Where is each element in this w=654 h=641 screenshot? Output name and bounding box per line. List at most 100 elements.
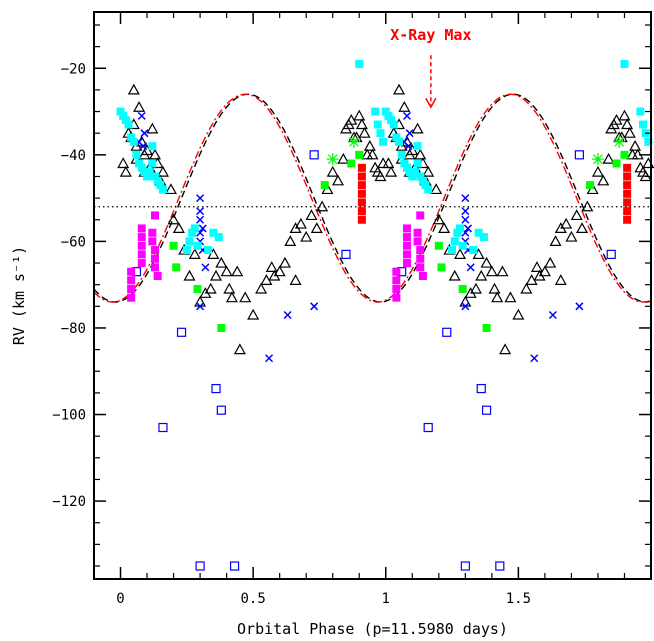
filled-square-point (448, 246, 457, 255)
triangle-point (188, 248, 201, 259)
filled-square-point (209, 228, 218, 237)
filled-square-point (124, 120, 133, 129)
filled-square-point (402, 233, 411, 242)
filled-square-point (397, 150, 406, 159)
cross-point (140, 129, 149, 138)
triangle-point (183, 269, 196, 281)
triangle-point (520, 282, 533, 294)
triangle-point (273, 265, 286, 277)
filled-square-point (148, 237, 157, 246)
triangle-point (491, 291, 504, 303)
filled-square-point (474, 228, 483, 237)
filled-square-point (421, 181, 430, 190)
filled-square-point (140, 168, 149, 177)
filled-square-point (636, 107, 645, 116)
triangle-point (602, 152, 615, 164)
triangle-point (358, 126, 371, 138)
filled-square-point (153, 272, 162, 281)
cross-point (548, 310, 557, 320)
filled-square-point (623, 181, 632, 190)
open-square-point (158, 422, 168, 433)
triangle-point (438, 222, 451, 234)
x-tick-label: 1.5 (506, 591, 531, 607)
triangle-point (480, 256, 493, 268)
triangle-point (127, 83, 140, 95)
filled-square-point (418, 272, 427, 281)
triangle-point (119, 165, 132, 177)
filled-square-point (623, 172, 632, 181)
triangle-point (554, 274, 567, 285)
triangle-point (576, 222, 589, 234)
triangle-point (475, 269, 488, 281)
filled-square-point (400, 159, 409, 168)
y-tick-label: −60 (61, 234, 86, 250)
filled-square-point (373, 120, 382, 129)
cross-point (466, 263, 475, 272)
triangle-point (300, 230, 313, 242)
filled-square-point (612, 159, 621, 168)
open-square-point (481, 405, 492, 415)
filled-square-point (456, 224, 465, 233)
triangle-point (239, 291, 252, 303)
filled-square-point (357, 163, 366, 172)
filled-square-point (137, 259, 146, 268)
filled-square-point (145, 168, 154, 177)
triangle-point (530, 261, 543, 272)
open-square-point (216, 405, 226, 415)
filled-square-point (392, 267, 401, 276)
filled-square-point (623, 207, 632, 216)
triangle-point (618, 109, 631, 121)
x-axis-label: Orbital Phase (p=11.5980 days) (237, 620, 508, 638)
filled-square-point (392, 276, 401, 285)
filled-square-point (357, 215, 366, 224)
triangle-point (247, 308, 260, 320)
triangle-point (215, 256, 228, 268)
filled-square-point (413, 159, 422, 168)
filled-square-point (402, 259, 411, 268)
triangle-point (565, 230, 578, 242)
filled-square-point (204, 246, 213, 255)
filled-square-point (469, 246, 478, 255)
asterisk-point (347, 135, 360, 148)
cross-point (463, 224, 473, 233)
triangle-point (233, 343, 246, 355)
filled-square-point (182, 246, 191, 255)
filled-square-point (623, 198, 632, 207)
triangle-point (597, 174, 610, 186)
filled-square-point (151, 211, 160, 220)
y-axis-label: RV (km s⁻¹) (10, 246, 28, 345)
filled-square-point (620, 59, 629, 68)
filled-square-point (137, 233, 146, 242)
filled-square-point (132, 150, 141, 159)
asterisk-point (326, 153, 339, 166)
y-tick-label: −100 (52, 408, 86, 424)
filled-square-point (193, 285, 202, 294)
triangle-point (621, 118, 634, 130)
filled-square-point (158, 185, 167, 194)
cross-point (137, 111, 146, 120)
annotation-arrowhead (425, 97, 437, 109)
triangle-point (544, 256, 557, 268)
filled-square-point (217, 323, 226, 332)
triangle-point (623, 126, 636, 138)
triangle-point (284, 235, 297, 246)
filled-square-point (347, 159, 356, 168)
filled-square-point (148, 142, 157, 151)
y-tick-label: −20 (61, 61, 86, 77)
triangle-point (265, 261, 278, 272)
triangle-point (164, 183, 177, 195)
open-square-point (442, 327, 452, 337)
filled-square-point (392, 133, 401, 142)
cross-point (461, 207, 470, 216)
filled-square-point (357, 172, 366, 181)
triangle-point (382, 157, 395, 169)
filled-square-point (172, 263, 181, 272)
triangle-point (393, 83, 406, 95)
triangle-point (377, 157, 390, 169)
open-square-point (229, 561, 240, 571)
filled-square-point (585, 181, 594, 190)
filled-square-point (376, 129, 385, 138)
filled-square-point (402, 250, 411, 259)
triangle-point (223, 282, 236, 294)
